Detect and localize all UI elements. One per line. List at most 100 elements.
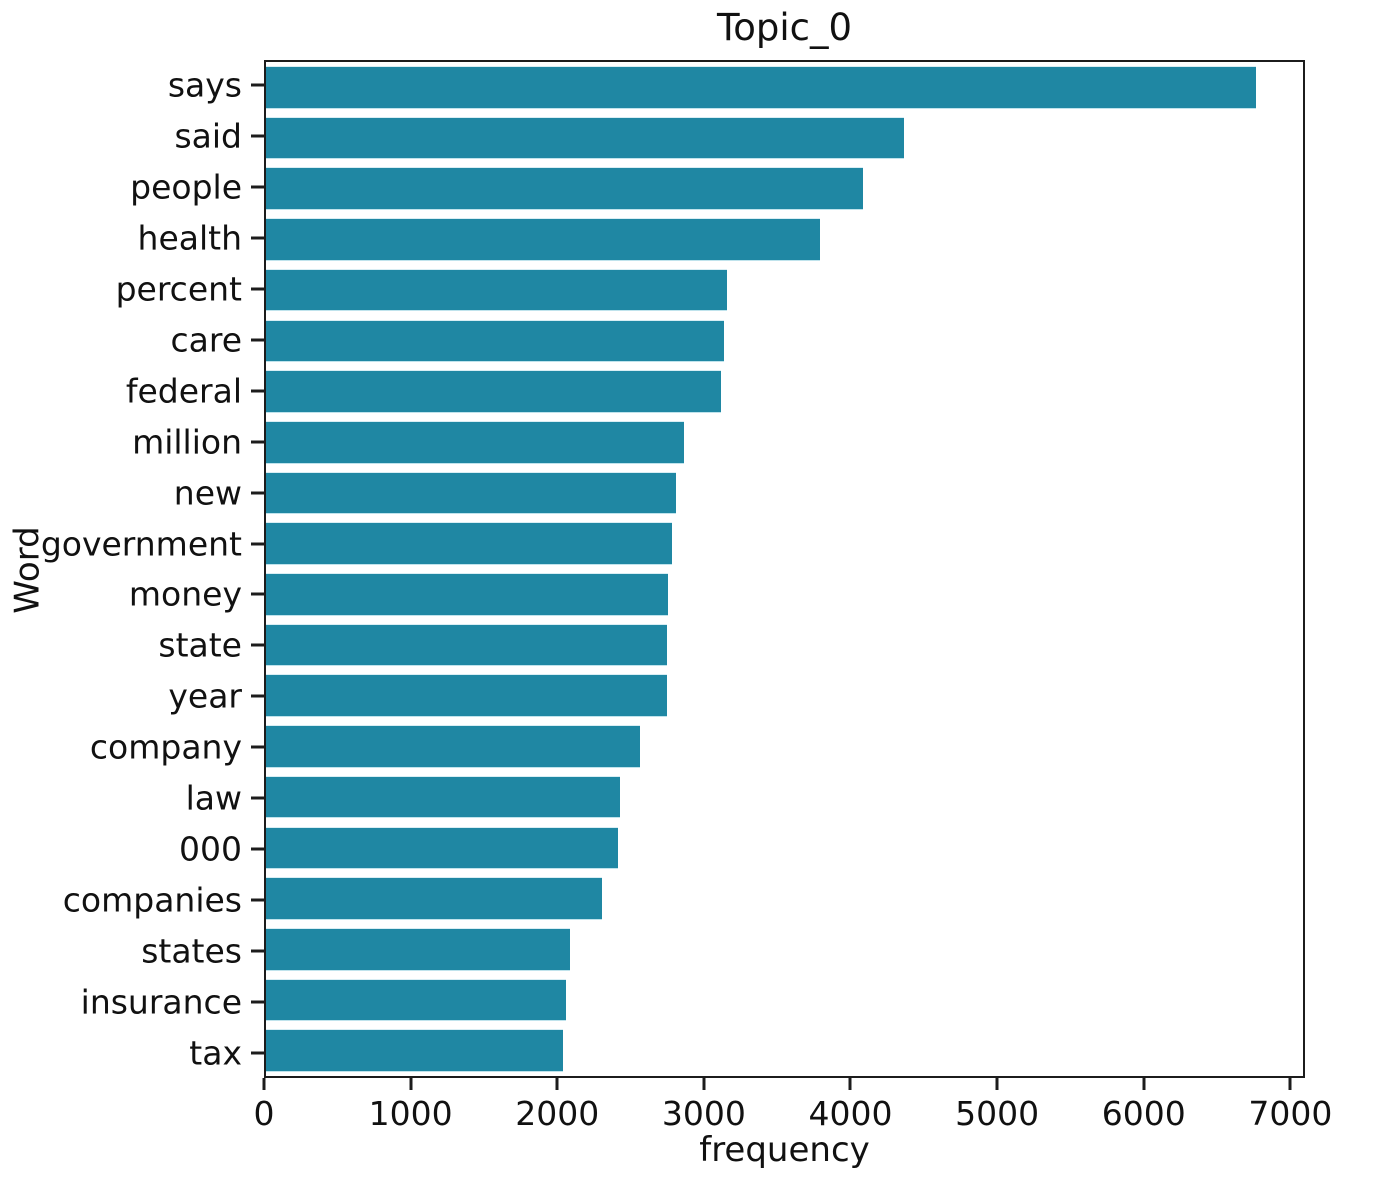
bar-row-000	[266, 823, 1303, 874]
bar-row-health	[266, 214, 1303, 265]
y-tick-mark	[251, 694, 264, 698]
bar-row-said	[266, 113, 1303, 164]
y-tick-mark	[251, 745, 264, 749]
y-tick-label-year: year	[168, 676, 242, 716]
y-tick-mark	[251, 1000, 264, 1004]
y-tick-label-federal: federal	[125, 371, 242, 411]
y-tick-mark	[251, 1051, 264, 1055]
bar-year	[266, 675, 667, 716]
x-tick-label-5000: 5000	[955, 1094, 1040, 1133]
y-tick-label-insurance: insurance	[80, 982, 242, 1022]
y-tick-mark	[251, 287, 264, 291]
bar-companies	[266, 878, 602, 919]
bar-money	[266, 574, 668, 615]
bar-row-federal	[266, 366, 1303, 417]
x-tick-mark	[848, 1078, 852, 1090]
y-tick-mark	[251, 185, 264, 189]
y-tick-label-care: care	[170, 320, 242, 360]
x-tick-mark	[1288, 1078, 1292, 1090]
bar-row-care	[266, 316, 1303, 367]
y-tick-label-people: people	[130, 167, 242, 207]
y-tick-mark	[251, 338, 264, 342]
y-tick-mark	[251, 236, 264, 240]
y-tick-label-companies: companies	[62, 880, 242, 920]
y-tick-labels: says said people health percent care federal mi…	[0, 60, 242, 1078]
bar-row-money	[266, 569, 1303, 620]
bar-says	[266, 67, 1257, 108]
y-tick-label-money: money	[128, 574, 242, 614]
bar-state	[266, 624, 668, 666]
bar-row-people	[266, 163, 1303, 214]
chart-title: Topic_0	[716, 6, 853, 49]
bar-health	[266, 219, 821, 260]
bar-people	[266, 168, 863, 209]
y-tick-label-tax: tax	[189, 1033, 242, 1073]
y-tick-mark	[251, 592, 264, 596]
bar-row-year	[266, 670, 1303, 721]
bar-row-government	[266, 518, 1303, 569]
y-tick-mark	[251, 847, 264, 851]
y-tick-mark	[251, 389, 264, 393]
x-tick-label-7000: 7000	[1248, 1094, 1333, 1133]
y-tick-label-percent: percent	[115, 269, 242, 309]
y-tick-mark	[251, 542, 264, 546]
y-tick-mark	[251, 134, 264, 138]
y-tick-label-health: health	[137, 218, 242, 258]
bar-row-million	[266, 417, 1303, 468]
y-tick-mark	[251, 643, 264, 647]
bar-tax	[266, 1030, 564, 1071]
y-tick-label-company: company	[89, 727, 242, 767]
bar-row-states	[266, 924, 1303, 975]
bar-million	[266, 421, 684, 463]
bar-row-new	[266, 468, 1303, 519]
y-tick-label-government: government	[40, 524, 242, 564]
bar-row-law	[266, 772, 1303, 823]
bar-row-companies	[266, 873, 1303, 924]
x-tick-mark	[262, 1078, 266, 1090]
y-tick-mark	[251, 796, 264, 800]
bar-row-company	[266, 721, 1303, 772]
y-tick-label-million: million	[132, 422, 242, 462]
bar-said	[266, 117, 905, 159]
bar-row-percent	[266, 265, 1303, 316]
x-tick-mark	[555, 1078, 559, 1090]
bar-000	[266, 827, 618, 869]
x-tick-label-3000: 3000	[661, 1094, 746, 1133]
bar-new	[266, 472, 677, 514]
bar-federal	[266, 371, 721, 412]
x-tick-mark	[409, 1078, 413, 1090]
y-tick-mark	[251, 491, 264, 495]
y-tick-label-state: state	[158, 625, 242, 665]
x-tick-mark	[702, 1078, 706, 1090]
bar-percent	[266, 269, 727, 311]
y-tick-label-states: states	[141, 931, 242, 971]
x-axis-ticks: 0 1000 2000 3000 4000 5000 6000 7000	[254, 1078, 1332, 1142]
y-tick-label-000: 000	[179, 829, 242, 869]
y-tick-label-says: says	[167, 65, 242, 105]
x-tick-label-0: 0	[253, 1094, 275, 1133]
y-tick-mark	[251, 83, 264, 87]
y-tick-mark	[251, 440, 264, 444]
bar-row-state	[266, 620, 1303, 671]
x-tick-label-2000: 2000	[515, 1094, 600, 1133]
bar-row-insurance	[266, 975, 1303, 1026]
x-tick-label-6000: 6000	[1101, 1094, 1186, 1133]
plot-area	[264, 60, 1305, 1078]
bar-company	[266, 726, 640, 767]
x-tick-label-4000: 4000	[808, 1094, 893, 1133]
y-tick-mark	[251, 949, 264, 953]
y-tick-label-law: law	[185, 778, 242, 818]
bar-row-tax	[266, 1025, 1303, 1076]
bar-care	[266, 320, 724, 362]
bar-row-says	[266, 62, 1303, 113]
x-axis-label: frequency	[699, 1130, 870, 1170]
y-tick-label-said: said	[174, 116, 242, 156]
bar-law	[266, 776, 621, 818]
y-tick-marks	[251, 60, 264, 1078]
y-tick-label-new: new	[173, 473, 242, 513]
x-tick-mark	[995, 1078, 999, 1090]
x-tick-mark	[1142, 1078, 1146, 1090]
bar-states	[266, 928, 570, 970]
x-tick-label-1000: 1000	[368, 1094, 453, 1133]
